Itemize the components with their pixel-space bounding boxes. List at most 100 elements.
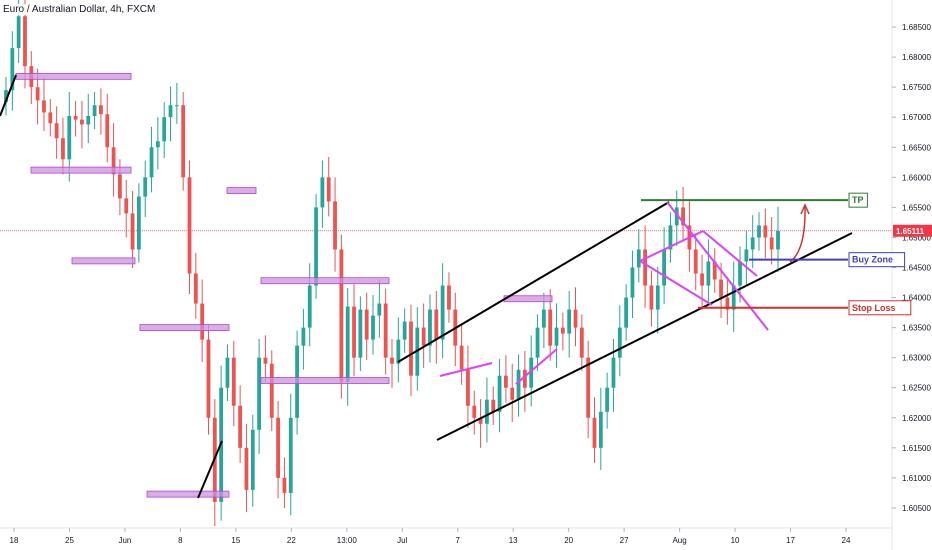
candle-body [617,327,622,358]
current-price-label: 1.65111 [896,227,925,236]
candle-body [579,327,584,358]
price-tick-label: 1.66500 [902,143,931,152]
support-resistance-zone [260,377,390,384]
candle-body [649,285,654,310]
support-resistance-zone [30,166,132,174]
candle-body [111,147,116,175]
candle-body [42,100,46,113]
candle-body [681,207,685,226]
price-tick-label: 1.67500 [902,83,931,92]
candle-body [655,285,660,310]
candle-body [485,399,489,424]
candle-body [35,87,40,101]
candle-body [4,90,8,103]
candle-body [700,273,704,286]
candle-body [333,201,337,250]
candle-body [48,112,53,124]
candle-body [459,345,464,370]
candle-body [560,327,565,334]
candle-body [124,198,129,214]
price-tick-label: 1.62500 [902,384,931,393]
price-tick-label: 1.61000 [902,474,931,483]
candle-body [244,447,249,490]
stop-loss-label-box [848,300,912,316]
time-tick-label: 24 [842,536,851,545]
price-tick-label: 1.62000 [902,414,931,423]
candle-body [447,285,451,310]
price-tick-label: 1.63500 [902,324,931,333]
candle-body [390,357,394,364]
candle-body [522,369,527,388]
candle-body [567,309,572,334]
candle-body [162,117,167,142]
candle-body [206,339,211,418]
candle-body [472,405,477,418]
candle-body [225,357,230,388]
candle-body [611,357,616,388]
trend-channel-line [197,440,223,499]
support-resistance-zone [260,277,390,285]
candle-body [181,105,186,178]
time-tick-label: 20 [564,536,573,545]
candle-body [326,177,331,202]
candle-body [592,417,597,448]
candle-body [105,114,110,148]
time-tick-label: 18 [10,536,19,545]
time-tick-label: 13 [509,536,518,545]
candle-body [598,411,603,448]
trend-channel-line [436,232,853,441]
candle-body [149,147,154,178]
candle-body [67,116,72,160]
candle-body [605,387,610,412]
support-resistance-zone [226,187,257,194]
price-tick-label: 1.68500 [902,23,931,32]
candle-body [339,249,344,382]
candle-body [193,273,198,304]
time-tick-label: Jun [118,536,131,545]
buy-zone-label: Buy Zone [852,255,893,265]
candle-body [674,207,679,226]
candle-body [744,249,749,262]
candle-body [364,309,369,340]
price-tick-label: 1.68000 [902,53,931,62]
candle-body [662,249,666,286]
candle-body [478,417,483,424]
candle-body [250,429,255,490]
candle-body [371,315,375,340]
candle-body [497,375,502,412]
candle-body [757,225,761,238]
candle-body [314,207,318,286]
pattern-line [515,348,558,385]
candle-body [738,261,742,286]
support-resistance-zone [71,257,136,265]
candle-body [168,105,173,118]
candle-body [383,303,388,358]
pattern-line [702,230,758,277]
price-tick-label: 1.63000 [902,354,931,363]
time-tick-label: 10 [731,536,740,545]
price-tick-label: 1.64000 [902,294,931,303]
candle-body [630,267,635,298]
candle-body [516,369,521,400]
candle-body [307,285,312,328]
candle-body [80,119,84,125]
candle-body [86,116,91,125]
time-tick-label: 22 [287,536,296,545]
candle-body [409,321,413,376]
candle-body [16,16,21,49]
price-tick-label: 1.67000 [902,113,931,122]
candle-body [143,177,148,197]
candle-body [624,297,629,328]
candle-body [10,48,15,91]
time-tick-label: 15 [231,536,240,545]
trend-channel-line [397,201,670,363]
candle-body [535,327,540,358]
target-arrow [789,205,806,263]
price-tick-label: 1.66000 [902,173,931,182]
candle-body [554,327,559,346]
candle-body [23,16,27,67]
candle-body [750,237,755,250]
candle-body [440,285,445,340]
